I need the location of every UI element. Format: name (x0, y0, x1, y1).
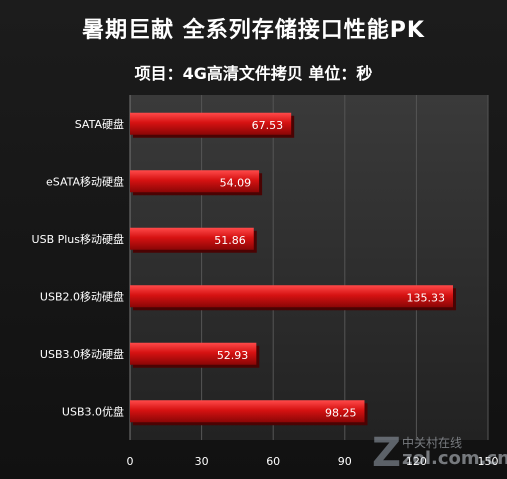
category-label: SATA硬盘 (75, 117, 124, 131)
plot-area (130, 95, 488, 440)
bar (130, 285, 453, 308)
bar (130, 112, 292, 135)
value-label: 135.33 (406, 291, 445, 304)
bar (130, 400, 365, 423)
value-label: 67.53 (252, 119, 284, 132)
category-label: USB3.0移动硬盘 (40, 347, 124, 361)
bar (130, 170, 260, 193)
x-tick-label: 150 (478, 455, 499, 468)
chart-title: 暑期巨献 全系列存储接口性能PK (82, 18, 425, 43)
value-label: 98.25 (325, 406, 357, 419)
value-label: 54.09 (220, 176, 252, 189)
watermark-logo: Z 中关村在线 zol.com.cn (372, 430, 507, 476)
x-tick-label: 120 (406, 455, 427, 468)
bar (130, 227, 254, 250)
x-tick-label: 90 (338, 455, 352, 468)
x-tick-label: 0 (127, 455, 134, 468)
bar (130, 342, 257, 365)
value-label: 51.86 (214, 234, 246, 247)
chart-subtitle: 项目：4G高清文件拷贝 单位：秒 (134, 64, 373, 83)
watermark-z-glyph: Z (372, 430, 402, 476)
category-label: USB Plus移动硬盘 (32, 232, 124, 246)
category-label: USB3.0优盘 (62, 404, 124, 418)
value-label: 52.93 (217, 349, 249, 362)
watermark-url: zol.com.cn (402, 448, 507, 469)
x-tick-label: 60 (266, 455, 280, 468)
category-label: USB2.0移动硬盘 (40, 289, 124, 303)
category-label: eSATA移动硬盘 (46, 174, 124, 188)
x-tick-label: 30 (195, 455, 209, 468)
watermark-site-name: 中关村在线 (402, 436, 463, 450)
